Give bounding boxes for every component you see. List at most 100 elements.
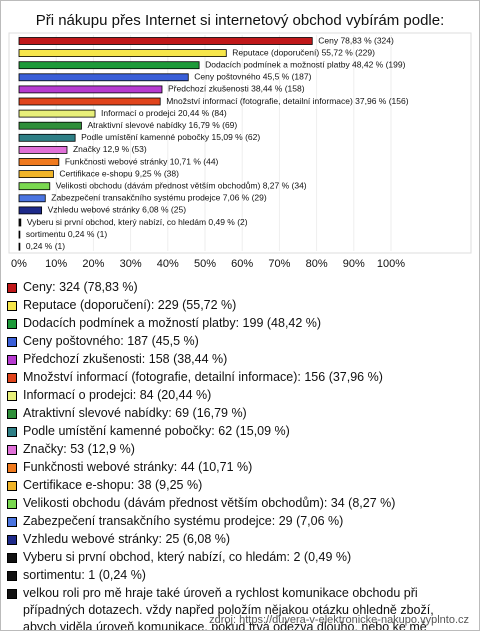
value-label: Značky 12,9 % (53) bbox=[73, 144, 147, 154]
legend-swatch bbox=[7, 481, 17, 491]
source: zdroj: https://duvera-v-elektronicke-nak… bbox=[209, 614, 469, 626]
value-label: Podle umístění kamenné pobočky 15,09 % (… bbox=[81, 132, 260, 142]
legend-label: Značky: 53 (12,9 %) bbox=[23, 442, 135, 456]
bar bbox=[18, 121, 82, 130]
x-tick-label: 90% bbox=[343, 258, 365, 270]
legend-item: Značky: 53 (12,9 %) bbox=[7, 441, 469, 458]
bar bbox=[18, 85, 163, 94]
legend-label: Dodacích podmínek a možností platby: 199… bbox=[23, 316, 322, 330]
bar bbox=[18, 49, 227, 57]
value-label: Atraktivní slevové nabídky 16,79 % (69) bbox=[87, 120, 237, 130]
legend-item: Ceny: 324 (78,83 %) bbox=[7, 279, 469, 296]
bar bbox=[18, 109, 96, 118]
x-tick-label: 60% bbox=[231, 258, 253, 270]
bar bbox=[18, 158, 60, 166]
value-label: Množství informací (fotografie, detailní… bbox=[166, 96, 409, 106]
legend-swatch bbox=[7, 391, 17, 401]
bar bbox=[18, 97, 161, 106]
legend-item: Zabezpečení transakčního systému prodejc… bbox=[7, 513, 469, 530]
value-label: Velikosti obchodu (dávám přednost větším… bbox=[56, 180, 307, 190]
x-tick-label: 40% bbox=[157, 258, 179, 270]
bar bbox=[18, 37, 313, 45]
legend-label: Atraktivní slevové nabídky: 69 (16,79 %) bbox=[23, 406, 247, 420]
x-tick-label: 20% bbox=[82, 258, 104, 270]
value-label: Vyberu si první obchod, který nabízí, co… bbox=[27, 217, 248, 227]
legend-label: velkou roli pro mě hraje také úroveň a r… bbox=[23, 586, 434, 631]
legend-swatch bbox=[7, 571, 17, 581]
legend-item: Podle umístění kamenné pobočky: 62 (15,0… bbox=[7, 423, 469, 440]
legend-label: Velikosti obchodu (dávám přednost větším… bbox=[23, 496, 396, 510]
legend-swatch bbox=[7, 553, 17, 563]
value-label: sortimentu 0,24 % (1) bbox=[26, 229, 107, 239]
value-label: Reputace (doporučení) 55,72 % (229) bbox=[232, 47, 375, 57]
legend-swatch bbox=[7, 499, 17, 509]
value-label: 0,24 % (1) bbox=[26, 241, 65, 251]
legend-label: Množství informací (fotografie, detailní… bbox=[23, 370, 383, 384]
legend-swatch bbox=[7, 337, 17, 347]
legend-swatch bbox=[7, 409, 17, 419]
legend-swatch bbox=[7, 445, 17, 455]
x-tick-label: 0% bbox=[11, 258, 27, 270]
legend-item: Certifikace e-shopu: 38 (9,25 %) bbox=[7, 477, 469, 494]
legend-item: Dodacích podmínek a možností platby: 199… bbox=[7, 315, 469, 332]
bar bbox=[18, 230, 21, 239]
legend-label: Předchozí zkušenosti: 158 (38,44 %) bbox=[23, 352, 228, 366]
legend-swatch bbox=[7, 373, 17, 383]
legend-item: Ceny poštovného: 187 (45,5 %) bbox=[7, 333, 469, 350]
bar bbox=[18, 242, 21, 251]
legend-swatch bbox=[7, 301, 17, 311]
x-tick-label: 10% bbox=[45, 258, 67, 270]
value-label: Vzhledu webové stránky 6,08 % (25) bbox=[48, 205, 187, 215]
legend-item: velkou roli pro mě hraje také úroveň a r… bbox=[7, 585, 469, 631]
legend-label: Vzhledu webové stránky: 25 (6,08 %) bbox=[23, 532, 231, 546]
legend-item: Vzhledu webové stránky: 25 (6,08 %) bbox=[7, 531, 469, 548]
value-label: Dodacích podmínek a možností platby 48,4… bbox=[205, 59, 406, 69]
value-label: Ceny poštovného 45,5 % (187) bbox=[194, 72, 311, 82]
legend-label: Ceny poštovného: 187 (45,5 %) bbox=[23, 334, 199, 348]
legend-item: Velikosti obchodu (dávám přednost větším… bbox=[7, 495, 469, 512]
legend-item: Množství informací (fotografie, detailní… bbox=[7, 369, 469, 386]
bar bbox=[18, 170, 54, 179]
value-label: Předchozí zkušenosti 38,44 % (158) bbox=[168, 84, 305, 94]
chart: Při nákupu přes Internet si internetový … bbox=[8, 12, 472, 270]
legend-swatch bbox=[7, 463, 17, 473]
legend-item: Informací o prodejci: 84 (20,44 %) bbox=[7, 387, 469, 404]
bar bbox=[18, 133, 76, 142]
value-label: Certifikace e-shopu 9,25 % (38) bbox=[59, 168, 179, 178]
bar bbox=[18, 218, 22, 227]
legend-swatch bbox=[7, 535, 17, 545]
value-label: Funkčnosti webové stránky 10,71 % (44) bbox=[65, 156, 219, 166]
legend-item: Reputace (doporučení): 229 (55,72 %) bbox=[7, 297, 469, 314]
value-label: Zabezpečení transakčního systému prodejc… bbox=[51, 193, 267, 203]
legend-item: Vyberu si první obchod, který nabízí, co… bbox=[7, 549, 469, 566]
legend-swatch bbox=[7, 319, 17, 329]
legend-label: Informací o prodejci: 84 (20,44 %) bbox=[23, 388, 212, 402]
legend-item: Atraktivní slevové nabídky: 69 (16,79 %) bbox=[7, 405, 469, 422]
legend-swatch bbox=[7, 283, 17, 293]
legend-label: Reputace (doporučení): 229 (55,72 %) bbox=[23, 298, 237, 312]
chart-title: Při nákupu přes Internet si internetový … bbox=[36, 12, 445, 29]
bar bbox=[18, 61, 200, 70]
x-tick-label: 80% bbox=[306, 258, 328, 270]
legend-label: Vyberu si první obchod, který nabízí, co… bbox=[23, 550, 352, 564]
legend: Ceny: 324 (78,83 %) Reputace (doporučení)… bbox=[7, 279, 469, 631]
x-tick-label: 50% bbox=[194, 258, 216, 270]
legend-swatch bbox=[7, 355, 17, 365]
legend-label: sortimentu: 1 (0,24 %) bbox=[23, 568, 146, 582]
bar bbox=[18, 194, 46, 203]
legend-item: Předchozí zkušenosti: 158 (38,44 %) bbox=[7, 351, 469, 368]
plot-frame bbox=[8, 32, 472, 254]
legend-label: Zabezpečení transakčního systému prodejc… bbox=[23, 514, 344, 528]
value-label: Ceny 78,83 % (324) bbox=[318, 35, 394, 45]
legend-label: Funkčnosti webové stránky: 44 (10,71 %) bbox=[23, 460, 253, 474]
bar bbox=[18, 182, 51, 191]
legend-label: Podle umístění kamenné pobočky: 62 (15,0… bbox=[23, 424, 290, 438]
legend-item: sortimentu: 1 (0,24 %) bbox=[7, 567, 469, 584]
value-label: Informací o prodejci 20,44 % (84) bbox=[101, 108, 227, 118]
x-tick-label: 30% bbox=[120, 258, 142, 270]
legend-label: Ceny: 324 (78,83 %) bbox=[23, 280, 138, 294]
bar bbox=[18, 206, 43, 215]
bar bbox=[18, 73, 189, 82]
x-tick-label: 70% bbox=[268, 258, 290, 270]
